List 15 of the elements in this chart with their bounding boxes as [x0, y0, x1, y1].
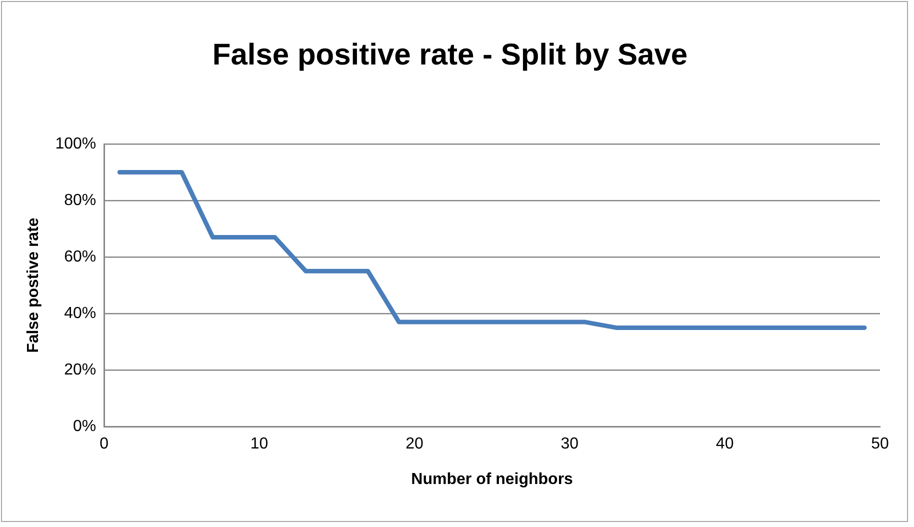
y-axis-title: False postive rate — [25, 218, 42, 353]
y-tick-label: 20% — [64, 361, 96, 378]
y-tick-label: 80% — [64, 192, 96, 209]
y-tick-label: 0% — [72, 418, 96, 436]
x-tick-label: 10 — [250, 436, 268, 453]
x-tick-label: 20 — [406, 436, 424, 453]
x-axis-title: Number of neighbors — [411, 470, 574, 488]
x-tick-label: 0 — [100, 436, 109, 453]
y-tick-label: 100% — [55, 135, 96, 152]
x-tick-label: 50 — [871, 436, 889, 453]
y-tick-label: 40% — [64, 304, 96, 322]
chart-title: False positive rate - Split by Save — [212, 38, 688, 72]
x-tick-label: 40 — [716, 436, 734, 453]
x-tick-label: 30 — [560, 436, 579, 453]
y-tick-label: 60% — [64, 248, 96, 266]
